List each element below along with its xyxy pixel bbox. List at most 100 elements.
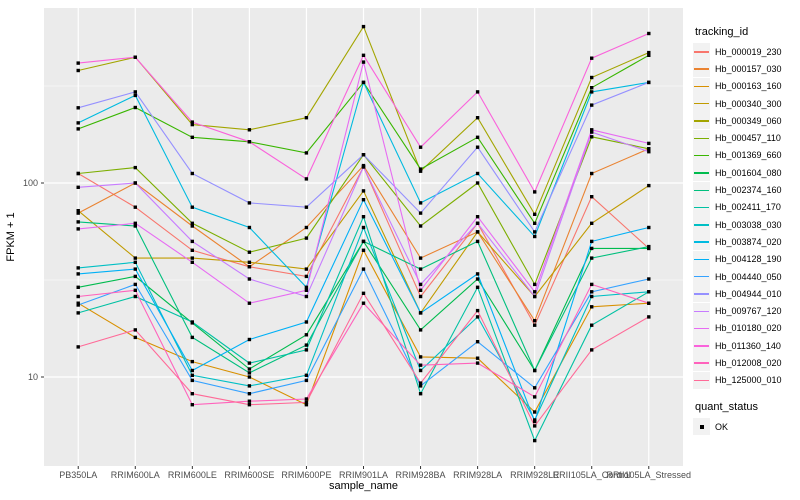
data-point [590, 75, 594, 80]
legend-key-swatch [693, 43, 710, 61]
legend-item-label: Hb_000163_160 [715, 81, 782, 92]
legend-key-swatch [693, 164, 710, 182]
data-point [418, 392, 423, 396]
legend-item-label: Hb_000340_300 [715, 98, 782, 109]
data-point [361, 198, 366, 202]
legend-item-label: Hb_011360_140 [715, 340, 781, 351]
data-point [647, 183, 651, 188]
legend-key-swatch [693, 181, 710, 199]
data-point [247, 384, 252, 388]
data-point [590, 130, 594, 134]
data-point [590, 103, 594, 107]
data-point [533, 319, 537, 323]
data-point [133, 260, 137, 264]
legend-items: Hb_000019_230 Hb_000157_030 Hb_000163_160 H… [693, 43, 797, 389]
legend-key-swatch [693, 198, 710, 216]
legend-item-Hb_004944_010: Hb_004944_010 [693, 285, 797, 303]
data-point [304, 397, 309, 401]
legend-item-Hb_000457_110: Hb_000457_110 [693, 129, 797, 147]
legend-key-swatch [693, 77, 710, 95]
data-point [133, 328, 137, 332]
legend-title: tracking_id [695, 26, 749, 38]
y-tick-label: 10 [28, 372, 38, 382]
legend-key-point-icon [699, 424, 704, 429]
data-point [247, 265, 252, 269]
data-point [190, 120, 194, 124]
legend-item-Hb_011360_140: Hb_011360_140 [693, 337, 797, 355]
legend-key-swatch [693, 285, 710, 303]
data-point [590, 348, 594, 352]
data-point [533, 419, 537, 424]
data-point [190, 373, 194, 377]
data-point [590, 239, 594, 244]
data-point [361, 215, 366, 219]
data-point [647, 277, 651, 281]
legend-item-label: Hb_004440_050 [715, 271, 782, 282]
data-point [133, 335, 137, 340]
data-point [76, 311, 80, 315]
data-point [590, 246, 594, 251]
data-point [190, 171, 194, 176]
data-point [533, 294, 537, 299]
data-point [247, 361, 252, 365]
data-point [247, 399, 252, 403]
legend-key-swatch [693, 418, 710, 436]
data-point [418, 294, 423, 299]
data-point [418, 211, 423, 215]
legend-key-swatch [693, 337, 710, 355]
data-point [475, 181, 480, 185]
data-point [76, 106, 80, 110]
data-point [304, 267, 309, 271]
data-point [304, 333, 309, 337]
data-point [76, 68, 80, 73]
legend-key-line-icon [694, 258, 709, 261]
data-point [590, 305, 594, 309]
data-point [247, 403, 252, 407]
legend-key-line-icon [694, 51, 709, 53]
data-point [190, 239, 194, 244]
legend-item-quant-OK: OK [693, 418, 797, 436]
data-point [418, 167, 423, 171]
data-point [533, 323, 537, 327]
legend-key-swatch [693, 233, 710, 251]
data-point [590, 195, 594, 199]
data-point [76, 272, 80, 276]
data-point [247, 277, 252, 281]
legend-item-label: Hb_002411_170 [715, 202, 781, 213]
data-point [418, 145, 423, 149]
data-point [475, 272, 480, 276]
data-point [361, 225, 366, 230]
data-point [590, 256, 594, 260]
data-point [190, 359, 194, 364]
legend-key-line-icon [694, 154, 709, 157]
data-point [475, 285, 480, 289]
data-point [418, 328, 423, 332]
data-point [418, 169, 423, 173]
data-point [475, 171, 480, 176]
data-point [418, 355, 423, 359]
data-point [590, 56, 594, 60]
data-point [418, 381, 423, 385]
legend-key-line-icon [694, 103, 709, 105]
legend-key-swatch [693, 354, 710, 372]
legend-key-swatch [693, 371, 710, 389]
x-tick-label: RRII105LA_Stressed [606, 470, 691, 480]
legend-item-Hb_010180_020: Hb_010180_020 [693, 319, 797, 337]
data-point [533, 212, 537, 216]
data-point [76, 285, 80, 289]
data-point [475, 277, 480, 281]
data-point [76, 61, 80, 65]
data-point [475, 221, 480, 225]
data-point [133, 93, 137, 98]
data-point [76, 220, 80, 224]
data-point [361, 53, 366, 57]
data-point [475, 215, 480, 219]
data-point [361, 24, 366, 29]
data-point [133, 165, 137, 170]
data-point [190, 135, 194, 139]
legend-item-label: Hb_002374_160 [715, 185, 782, 196]
legend-item-Hb_002411_170: Hb_002411_170 [693, 198, 797, 216]
legend-item-label: Hb_000349_060 [715, 115, 782, 126]
